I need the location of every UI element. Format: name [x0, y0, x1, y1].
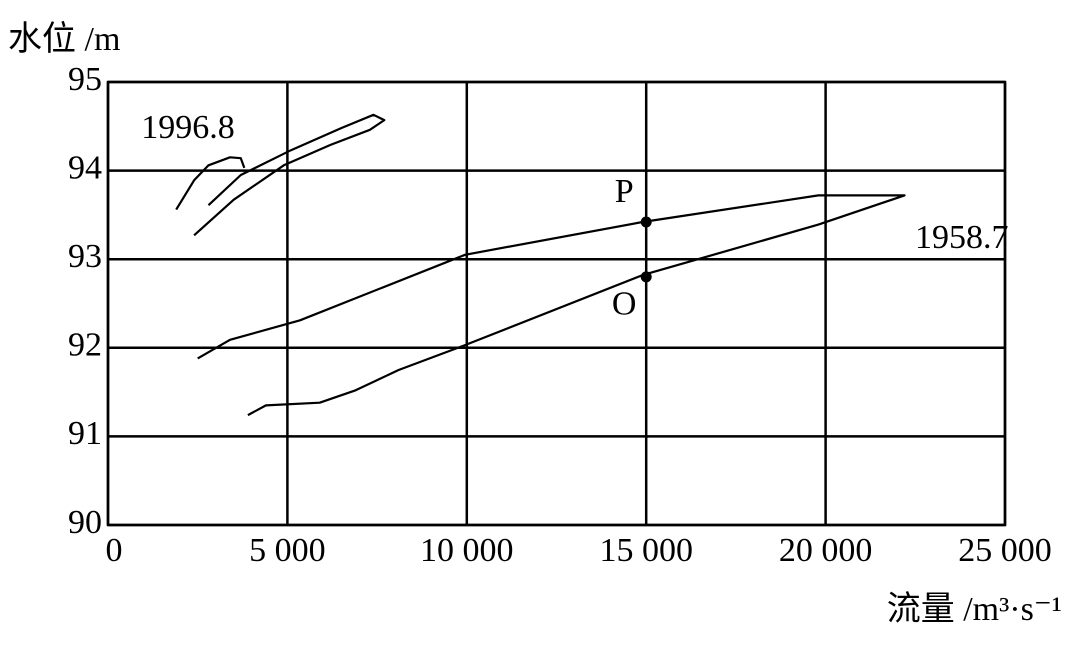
point-label: O [612, 286, 637, 323]
y-tick-label: 95 [68, 61, 102, 98]
y-tick-label: 90 [68, 504, 102, 541]
line [175, 113, 386, 237]
series-annotation: 1958.7 [915, 219, 1009, 256]
series-annotation: 1996.8 [141, 109, 235, 146]
y-tick-label: 93 [68, 238, 102, 275]
y-axis-title: 水位 /m [8, 20, 120, 58]
x-tick-label: 15 000 [599, 532, 693, 569]
x-tick-label: 25 000 [958, 532, 1052, 569]
plot-frame [106, 80, 1007, 527]
y-tick-label: 94 [68, 149, 102, 186]
point [640, 271, 652, 283]
x-axis-title: 流量 /m³·s⁻¹ [887, 590, 1062, 628]
point [640, 216, 652, 228]
line [197, 194, 906, 417]
x-tick-label: 5 000 [249, 532, 326, 569]
x-tick-label: 0 [106, 532, 123, 569]
y-tick-label: 92 [68, 327, 102, 364]
x-tick-label: 20 000 [779, 532, 873, 569]
point-label: P [615, 173, 634, 210]
y-tick-label: 91 [68, 415, 102, 452]
x-tick-label: 10 000 [420, 532, 514, 569]
